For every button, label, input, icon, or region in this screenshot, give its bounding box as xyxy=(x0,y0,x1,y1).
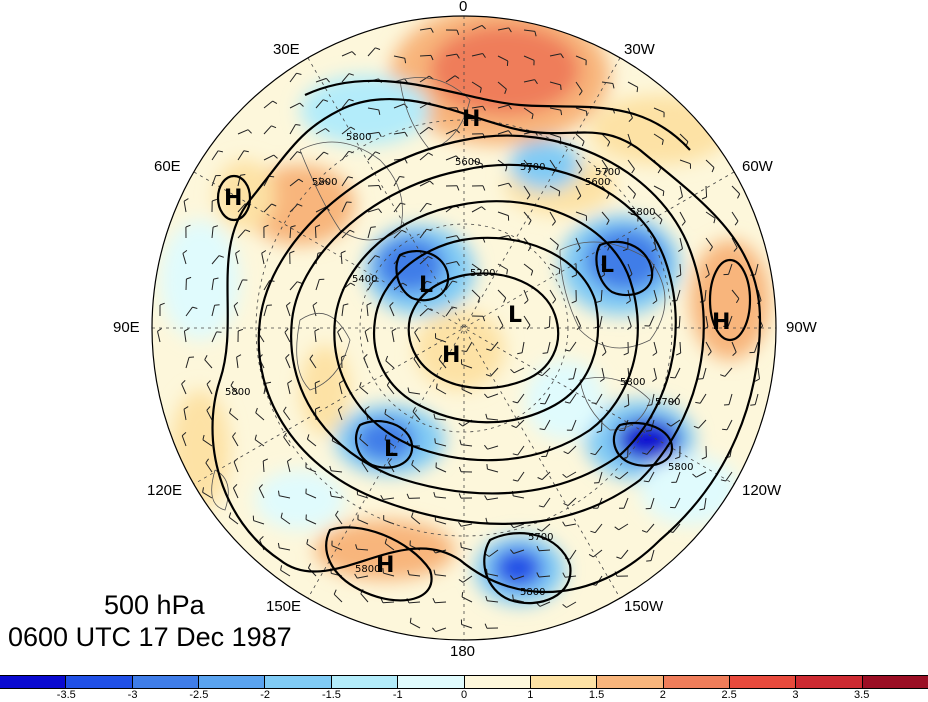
lon-label-90e: 90E xyxy=(113,319,140,336)
contour-label: 5400 xyxy=(352,274,377,285)
lon-label-150w: 150W xyxy=(624,598,664,615)
colorbar-segment xyxy=(796,676,863,688)
contour-label: 5600 xyxy=(455,157,480,168)
contour-label: 5800 xyxy=(668,462,693,473)
colorbar-segment xyxy=(464,676,531,688)
contour-label: 5800 xyxy=(520,587,545,598)
colorbar-segment xyxy=(530,676,598,688)
colorbar-segment xyxy=(398,676,465,688)
colorbar-segment xyxy=(729,676,797,688)
lon-label-30e: 30E xyxy=(273,41,300,58)
valid-time-label: 0600 UTC 17 Dec 1987 xyxy=(8,622,292,652)
colorbar-segment xyxy=(0,676,67,688)
colorbar-tick-label: 1 xyxy=(527,689,534,701)
contour-label: 5700 xyxy=(655,397,680,408)
colorbar-tick-label: 0 xyxy=(460,689,468,701)
high-center: H xyxy=(712,310,730,335)
colorbar-segment xyxy=(597,676,664,688)
colorbar-tick-label: 3.5 xyxy=(854,689,870,701)
wind-barbs xyxy=(157,24,764,633)
colorbar-segment xyxy=(132,676,200,688)
colorbar-tick-label: -2.5 xyxy=(189,689,209,701)
lon-label-120e: 120E xyxy=(147,482,183,499)
grid-lines xyxy=(152,16,776,640)
low-center: L xyxy=(419,273,433,298)
contour-label: 5800 xyxy=(346,132,371,143)
contour-label: 5800 xyxy=(312,177,337,188)
colorbar-tick-label: 3 xyxy=(792,689,799,701)
lon-label-60w: 60W xyxy=(742,158,773,175)
lon-label-180: 180 xyxy=(450,643,476,660)
colorbar-segment xyxy=(331,676,399,688)
contour-label: 5800 xyxy=(630,207,655,218)
low-center: L xyxy=(508,303,522,328)
height-contours xyxy=(211,79,762,605)
high-center: H xyxy=(442,343,460,368)
pressure-centers: H H H H H L L L L xyxy=(224,107,730,578)
contour-label: 5800 xyxy=(225,387,250,398)
colorbar-tick-label: -3 xyxy=(127,689,138,701)
lon-label-30w: 30W xyxy=(624,41,655,58)
contour-label: 5800 xyxy=(355,564,380,575)
colorbar-tick-labels: -3.5 -3 -2.5 -2 -1.5 -1 0 1 1.5 2 2.5 3 3.5 xyxy=(0,689,928,702)
contour-label: 5600 xyxy=(585,177,610,188)
lon-label-90w: 90W xyxy=(786,319,817,336)
colorbar-tick-label: -1 xyxy=(392,689,403,701)
colorbar-tick-label: 2 xyxy=(659,689,666,701)
high-center: H xyxy=(224,186,242,211)
high-center: H xyxy=(462,107,480,132)
low-center: L xyxy=(600,253,614,278)
lon-label-0: 0 xyxy=(459,0,468,15)
colorbar-segment xyxy=(66,676,133,688)
map-boundary xyxy=(151,15,777,641)
colorbar xyxy=(0,675,928,689)
contour-label: 5200 xyxy=(470,268,495,279)
colorbar-segment xyxy=(265,676,332,688)
contour-label: 5800 xyxy=(620,377,645,388)
colorbar-segment xyxy=(862,676,928,688)
colorbar-tick-label: -1.5 xyxy=(321,689,341,701)
colorbar-tick-label: 2.5 xyxy=(721,689,737,701)
contour-label: 5700 xyxy=(520,162,545,173)
high-center: H xyxy=(376,553,394,578)
lon-label-150e: 150E xyxy=(266,598,302,615)
lon-label-60e: 60E xyxy=(154,158,181,175)
colorbar-tick-label: -2 xyxy=(260,689,271,701)
contour-label: 5700 xyxy=(528,532,553,543)
lon-label-120w: 120W xyxy=(742,482,782,499)
contour-value-labels: 5800 5700 5600 5400 5200 5800 5800 5700 … xyxy=(225,132,693,598)
colorbar-segment xyxy=(663,676,730,688)
colorbar-segment xyxy=(199,676,266,688)
colorbar-tick-label: -3.5 xyxy=(56,689,76,701)
colorbar-tick-label: 1.5 xyxy=(588,689,605,701)
low-center: L xyxy=(384,437,398,462)
pressure-level-label: 500 hPa xyxy=(104,590,205,620)
contour-label: 5700 xyxy=(595,167,620,178)
